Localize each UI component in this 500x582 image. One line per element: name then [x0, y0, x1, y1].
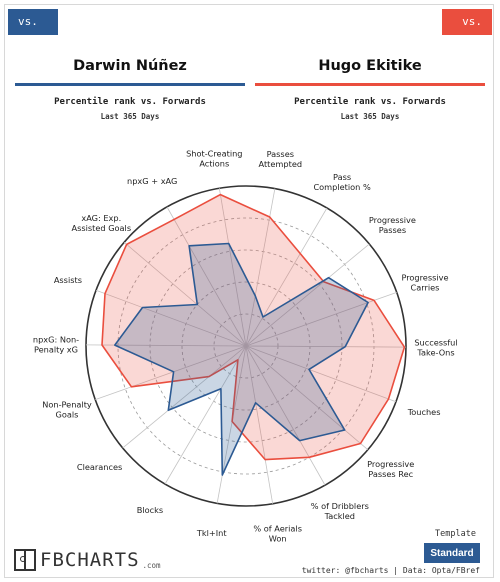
spoke-5 — [245, 291, 397, 347]
axis-label-12: Blocks — [137, 505, 163, 515]
axis-label-9: % of Dribblers Tackled — [311, 501, 369, 521]
axis-label-7: Touches — [407, 407, 441, 417]
right-player-subtitle: Percentile rank vs. Forwards — [294, 97, 446, 107]
spoke-14 — [95, 345, 247, 401]
spoke-4 — [245, 243, 370, 347]
spoke-12 — [164, 345, 247, 485]
left-player-period: Last 365 Days — [100, 112, 160, 121]
axis-label-17: xAG: Exp. Assisted Goals — [71, 213, 131, 233]
series-ekitike-polygon — [101, 193, 406, 461]
spoke-11 — [216, 345, 247, 504]
grid-ring-2 — [181, 281, 311, 411]
logo-suffix: .com — [142, 560, 161, 570]
fbcharts-logo[interactable]: FBCHARTS .com — [14, 547, 161, 573]
grid-ring-4 — [117, 217, 375, 475]
axis-label-3: Pass Completion % — [313, 172, 370, 192]
axis-label-1: Shot-Creating Actions — [186, 149, 242, 169]
axis-label-18: npxG + xAG — [127, 176, 177, 186]
left-player-name: Darwin Núñez — [73, 58, 187, 74]
axis-label-16: Assists — [54, 275, 82, 285]
spoke-18 — [166, 206, 247, 347]
axis-label-2: Passes Attempted — [259, 149, 303, 169]
axis-label-11: Tkl+Int — [196, 528, 227, 538]
card-frame — [4, 4, 494, 578]
spoke-2 — [245, 188, 276, 347]
template-standard-button[interactable]: Standard — [424, 543, 480, 563]
axis-label-6: Successful Take-Ons — [414, 337, 457, 357]
left-comparison-tag[interactable]: vs. FW — [8, 9, 58, 54]
spoke-6 — [245, 345, 406, 348]
axis-label-5: Progressive Carries — [401, 272, 448, 292]
axis-label-14: Non-Penalty Goals — [42, 400, 92, 420]
grid-ring-3 — [149, 249, 343, 443]
axis-label-4: Progressive Passes — [369, 215, 416, 235]
series-nunez-polygon — [114, 242, 369, 476]
spoke-3 — [245, 207, 328, 347]
left-player-subtitle: Percentile rank vs. Forwards — [54, 97, 206, 107]
spoke-7 — [245, 345, 397, 403]
spoke-8 — [245, 345, 369, 451]
right-comparison-tag[interactable]: vs. FW — [442, 9, 492, 54]
spoke-13 — [122, 345, 247, 449]
template-label: Template — [435, 529, 476, 539]
left-player-rule — [15, 83, 245, 86]
pitch-icon — [14, 549, 36, 571]
right-player-name: Hugo Ekitike — [318, 58, 422, 74]
spoke-16 — [95, 289, 247, 347]
right-player-period: Last 365 Days — [340, 112, 400, 121]
spoke-15 — [86, 344, 247, 347]
spoke-9 — [245, 345, 326, 486]
logo-text: FBCHARTS — [40, 549, 140, 571]
grid-outer-ring — [85, 185, 407, 507]
right-player-rule — [255, 83, 485, 86]
spoke-17 — [123, 241, 247, 347]
spoke-10 — [245, 345, 274, 504]
axis-label-8: Progressive Passes Rec — [367, 459, 414, 479]
spoke-1 — [218, 188, 247, 347]
axis-label-10: % of Aerials Won — [253, 523, 302, 543]
axis-label-15: npxG: Non-Penalty xG — [33, 335, 79, 355]
axis-label-13: Clearances — [77, 462, 122, 472]
data-credit: twitter: @fbcharts | Data: Opta/FBref — [301, 566, 480, 575]
